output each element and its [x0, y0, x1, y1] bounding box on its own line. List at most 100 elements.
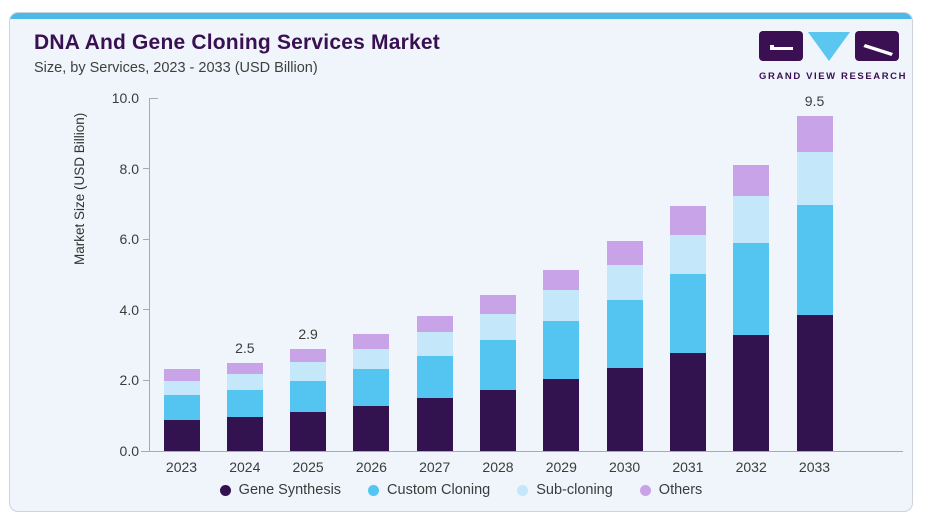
bar-segment-custom-cloning [733, 242, 770, 336]
bar-segment-others [416, 315, 453, 333]
bar-segment-sub-cloning [290, 362, 327, 381]
gvr-logo-text: GRAND VIEW RESEARCH [759, 71, 908, 82]
y-tick-label: 6.0 [119, 231, 139, 248]
bar-segment-others [733, 165, 770, 196]
bar-stack [796, 115, 833, 451]
y-tick-label: 4.0 [119, 301, 139, 318]
bar-segment-custom-cloning [669, 273, 706, 354]
x-tick-label: 2027 [419, 459, 451, 475]
bar-segment-sub-cloning [163, 380, 200, 396]
bar-segment-others [669, 206, 706, 235]
bar-segment-custom-cloning [226, 390, 263, 418]
bar-segment-custom-cloning [480, 339, 516, 390]
plot-area: 0.0 2.0 4.0 6.0 8.0 10.0 2023 2.5 2024 2.9 2025 202… [112, 90, 903, 475]
y-tick-mark [143, 168, 149, 170]
bar-segment-others [543, 270, 580, 291]
legend-dot [517, 484, 529, 496]
bar-segment-others [606, 241, 643, 266]
x-tick-label: 2025 [292, 459, 324, 475]
legend-item-gene-synthesis: Gene Synthesis [219, 482, 342, 498]
bar-2023: 2023 [163, 98, 200, 475]
bar-2033: 9.5 2033 [796, 93, 833, 475]
bar-segment-sub-cloning [416, 332, 453, 357]
x-tick-label: 2030 [609, 459, 641, 475]
bar-2030: 2030 [606, 98, 643, 475]
bar-segment-custom-cloning [290, 380, 327, 413]
legend-item-custom-cloning: Custom Cloning [368, 482, 490, 498]
bar-segment-custom-cloning [163, 395, 200, 420]
bar-segment-gene-synthesis [733, 335, 770, 451]
legend-label: Gene Synthesis [238, 482, 342, 498]
x-tick-label: 2032 [735, 459, 767, 475]
bar-segment-custom-cloning [353, 369, 390, 406]
bar-2027: 2027 [416, 98, 453, 475]
bar-segment-gene-synthesis [480, 389, 516, 451]
y-axis-top-cap [149, 98, 158, 99]
bar-segment-custom-cloning [796, 204, 833, 316]
gvr-logo: GRAND VIEW RESEARCH [759, 31, 908, 82]
bar-segment-sub-cloning [606, 265, 643, 300]
bar-segment-gene-synthesis [353, 405, 390, 451]
chart-header: DNA And Gene Cloning Services Market Siz… [34, 31, 440, 76]
bar-2031: 2031 [669, 98, 706, 475]
bar-segment-sub-cloning [543, 290, 580, 322]
bar-segment-others [353, 334, 390, 350]
page-title: DNA And Gene Cloning Services Market [34, 31, 440, 54]
bar-stack [163, 369, 200, 451]
x-tick-label: 2026 [355, 459, 387, 475]
bar-stack [290, 349, 327, 451]
x-axis-line [141, 451, 903, 452]
bar-segment-gene-synthesis [796, 315, 833, 451]
bar-segment-sub-cloning [226, 373, 263, 391]
bar-segment-custom-cloning [416, 356, 453, 399]
bar-segment-custom-cloning [543, 321, 580, 379]
logo-g-icon [759, 31, 803, 61]
bar-value-label: 2.9 [298, 326, 318, 343]
y-tick-label: 2.0 [119, 372, 139, 389]
bar-2029: 2029 [543, 98, 580, 475]
bar-2028: 2028 [480, 98, 516, 475]
bar-segment-gene-synthesis [416, 398, 453, 451]
x-tick-label: 2023 [165, 459, 198, 475]
bar-2024: 2.5 2024 [226, 98, 263, 475]
y-tick-mark [143, 309, 149, 311]
y-tick-label: 0.0 [119, 443, 139, 459]
bar-2032: 2032 [733, 98, 770, 475]
bar-segment-gene-synthesis [543, 379, 580, 451]
y-tick-label: 8.0 [119, 160, 139, 177]
legend-label: Sub-cloning [536, 482, 613, 498]
bar-segment-others [163, 369, 200, 381]
legend-item-others: Others [639, 482, 702, 498]
bar-stack [606, 241, 643, 451]
x-tick-label: 2029 [545, 459, 577, 475]
logo-r-icon [855, 31, 899, 61]
legend: Gene Synthesis Custom Cloning Sub-cloning O… [10, 482, 912, 498]
bar-segment-sub-cloning [669, 234, 706, 274]
y-tick-mark [143, 379, 149, 381]
bar-value-label: 2.5 [235, 339, 255, 356]
bar-segment-custom-cloning [606, 299, 643, 368]
bar-segment-others [290, 349, 327, 363]
bar-value-label: 9.5 [804, 92, 825, 109]
bar-segment-others [480, 294, 516, 315]
y-tick-label: 10.0 [111, 90, 139, 106]
x-tick-label: 2028 [482, 459, 514, 475]
bar-segment-others [226, 362, 263, 374]
y-tick-mark [143, 238, 149, 240]
logo-r-glyph-icon [863, 44, 893, 56]
bar-stack [669, 206, 706, 451]
legend-dot [368, 484, 380, 496]
bar-segment-sub-cloning [353, 349, 390, 370]
y-axis-title: Market Size (USD Billion) [72, 112, 87, 265]
bar-2025: 2.9 2025 [290, 98, 327, 475]
bar-segment-sub-cloning [480, 314, 516, 340]
x-tick-label: 2031 [672, 459, 704, 475]
x-tick-label: 2033 [798, 459, 831, 475]
bar-segment-gene-synthesis [290, 412, 327, 451]
bar-stack [416, 315, 453, 451]
legend-dot [219, 484, 231, 496]
bar-segment-gene-synthesis [669, 353, 706, 451]
bar-segment-sub-cloning [733, 195, 770, 243]
logo-g-glyph-icon [770, 45, 793, 50]
